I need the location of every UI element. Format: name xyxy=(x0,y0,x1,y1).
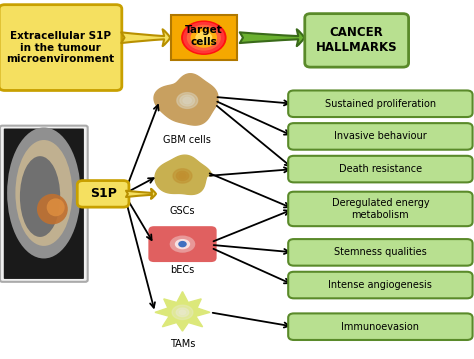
FancyBboxPatch shape xyxy=(288,272,473,298)
FancyBboxPatch shape xyxy=(4,129,84,279)
Circle shape xyxy=(195,31,212,44)
Polygon shape xyxy=(179,173,186,178)
Polygon shape xyxy=(154,74,219,125)
Circle shape xyxy=(191,28,217,48)
Text: Stemness qualities: Stemness qualities xyxy=(334,247,427,257)
Text: CANCER
HALLMARKS: CANCER HALLMARKS xyxy=(316,27,398,54)
Polygon shape xyxy=(172,305,193,320)
FancyBboxPatch shape xyxy=(288,192,473,226)
Ellipse shape xyxy=(7,127,81,258)
Polygon shape xyxy=(180,95,194,106)
Circle shape xyxy=(181,20,227,55)
Ellipse shape xyxy=(15,140,72,246)
FancyBboxPatch shape xyxy=(148,226,217,262)
Polygon shape xyxy=(179,310,186,314)
FancyBboxPatch shape xyxy=(288,156,473,182)
Ellipse shape xyxy=(175,239,190,249)
Ellipse shape xyxy=(170,236,195,253)
Text: Invasive behaviour: Invasive behaviour xyxy=(334,131,427,141)
Polygon shape xyxy=(176,308,189,317)
Text: Deregulated energy
metabolism: Deregulated energy metabolism xyxy=(332,198,429,220)
Ellipse shape xyxy=(37,194,68,224)
Text: Intense angiogenesis: Intense angiogenesis xyxy=(328,280,432,290)
Text: GSCs: GSCs xyxy=(170,206,195,216)
Polygon shape xyxy=(173,169,192,183)
Polygon shape xyxy=(183,97,191,104)
FancyBboxPatch shape xyxy=(288,90,473,117)
Polygon shape xyxy=(177,93,198,108)
Text: Target
cells: Target cells xyxy=(185,25,223,47)
FancyBboxPatch shape xyxy=(171,15,237,60)
Text: Death resistance: Death resistance xyxy=(339,164,422,174)
Text: Immunoevasion: Immunoevasion xyxy=(341,322,419,332)
Text: TAMs: TAMs xyxy=(170,339,195,349)
Ellipse shape xyxy=(46,198,64,216)
Ellipse shape xyxy=(20,156,60,237)
Text: S1P: S1P xyxy=(90,187,117,200)
FancyBboxPatch shape xyxy=(288,239,473,266)
Text: Extracellular S1P
in the tumour
microenvironment: Extracellular S1P in the tumour microenv… xyxy=(6,31,115,64)
FancyBboxPatch shape xyxy=(288,313,473,340)
Text: GBM cells: GBM cells xyxy=(163,135,211,145)
Circle shape xyxy=(183,22,225,53)
Polygon shape xyxy=(176,171,189,181)
FancyBboxPatch shape xyxy=(77,181,129,207)
FancyBboxPatch shape xyxy=(0,5,122,90)
Polygon shape xyxy=(155,155,212,195)
FancyBboxPatch shape xyxy=(288,123,473,150)
FancyBboxPatch shape xyxy=(305,14,409,67)
FancyBboxPatch shape xyxy=(0,126,88,282)
Text: Sustained proliferation: Sustained proliferation xyxy=(325,99,436,109)
Text: bECs: bECs xyxy=(170,265,195,275)
Circle shape xyxy=(178,241,187,247)
Circle shape xyxy=(187,25,221,51)
Polygon shape xyxy=(155,292,210,331)
